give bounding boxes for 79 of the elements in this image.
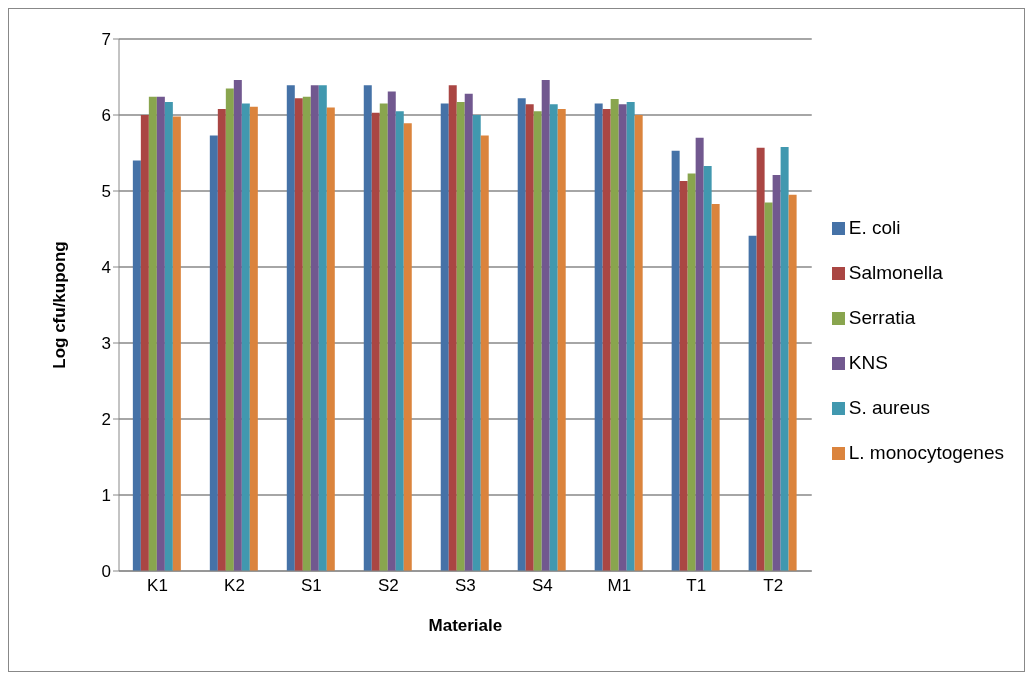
bar xyxy=(634,115,643,571)
bar xyxy=(209,135,218,571)
y-tick-label: 2 xyxy=(101,410,111,430)
bar xyxy=(549,104,558,571)
bar xyxy=(464,93,473,571)
bar xyxy=(780,146,789,571)
bar xyxy=(225,88,234,571)
y-tick-label: 0 xyxy=(101,562,111,582)
bar xyxy=(480,135,489,571)
bar xyxy=(164,102,173,571)
x-axis-title: Materiale xyxy=(428,616,503,635)
legend-label: E. coli xyxy=(848,217,901,238)
bar xyxy=(456,102,465,571)
bar xyxy=(756,147,765,571)
bar xyxy=(241,103,250,571)
bar xyxy=(472,115,481,571)
bar xyxy=(679,181,688,571)
bar xyxy=(517,98,526,571)
bar xyxy=(140,115,149,571)
bar xyxy=(318,85,327,571)
bar xyxy=(217,108,226,571)
bar xyxy=(671,150,680,571)
bar xyxy=(703,165,712,571)
bar xyxy=(764,202,773,571)
bar xyxy=(172,116,181,571)
y-tick-label: 7 xyxy=(101,30,111,50)
bar xyxy=(326,107,335,571)
bar xyxy=(379,103,388,571)
y-tick-label: 1 xyxy=(101,486,111,506)
x-tick-label: S3 xyxy=(454,576,476,596)
bar xyxy=(525,104,534,571)
bar xyxy=(403,123,412,571)
y-axis-title: Log cfu/kupong xyxy=(50,241,70,369)
legend-label: KNS xyxy=(848,352,888,373)
x-tick-label: S4 xyxy=(531,576,553,596)
bar xyxy=(695,137,704,571)
legend-label: Serratia xyxy=(848,307,916,328)
bar xyxy=(541,80,550,571)
x-tick-label: K1 xyxy=(147,576,168,596)
bar xyxy=(448,85,457,571)
x-tick-label: K2 xyxy=(224,576,245,596)
x-tick-label: S1 xyxy=(301,576,322,596)
bar xyxy=(132,160,141,571)
bar xyxy=(594,103,603,571)
y-tick-label: 6 xyxy=(101,106,111,126)
y-tick-label: 5 xyxy=(101,182,111,202)
bar xyxy=(788,194,797,571)
x-tick-label: S2 xyxy=(378,576,399,596)
x-tick-label: T1 xyxy=(686,576,707,596)
bar xyxy=(748,235,757,571)
bar xyxy=(387,91,396,571)
bar xyxy=(148,96,157,571)
bar xyxy=(233,80,242,571)
bar xyxy=(294,98,303,571)
bar xyxy=(602,108,611,571)
bar xyxy=(371,112,380,571)
bar xyxy=(772,175,781,571)
bar xyxy=(610,99,619,571)
bar xyxy=(395,111,404,571)
bar xyxy=(687,173,696,571)
legend-label: Salmonella xyxy=(848,262,943,283)
bar xyxy=(363,85,372,571)
bar xyxy=(286,85,295,571)
bar xyxy=(302,96,311,571)
bar xyxy=(249,106,258,571)
y-tick-label: 3 xyxy=(101,334,111,354)
bar xyxy=(618,104,627,571)
bar xyxy=(156,96,165,571)
bar xyxy=(533,111,542,571)
bar xyxy=(626,102,635,571)
bar xyxy=(557,108,566,571)
legend-label: S. aureus xyxy=(848,397,931,418)
bar xyxy=(440,103,449,571)
bar xyxy=(711,203,720,571)
bar xyxy=(310,85,319,571)
x-tick-label: T2 xyxy=(763,576,784,596)
x-tick-label: M1 xyxy=(607,576,632,596)
legend-label: L. monocytogenes xyxy=(848,442,1004,463)
y-tick-label: 4 xyxy=(101,258,111,278)
